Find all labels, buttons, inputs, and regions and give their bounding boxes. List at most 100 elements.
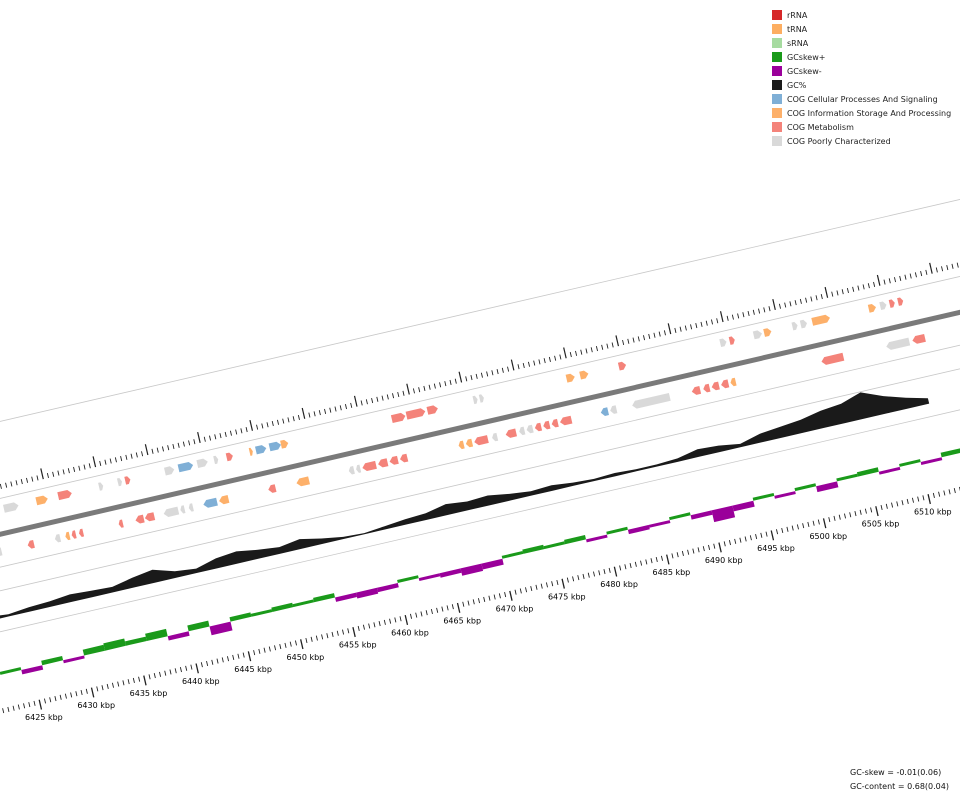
scale-tick (770, 530, 775, 541)
outer-ruler-tick (888, 278, 891, 284)
outer-ruler-tick (177, 442, 180, 448)
scale-tick (708, 544, 711, 550)
forward-gene-arrow (124, 476, 131, 485)
scale-tick (864, 508, 867, 514)
scale-tick (472, 599, 475, 605)
forward-gene-arrow (728, 336, 735, 345)
scale-tick (634, 561, 637, 567)
outer-ruler-tick (784, 302, 787, 308)
scale-tick (922, 495, 925, 501)
outer-ruler-tick (266, 422, 269, 428)
outer-ruler-tick (548, 356, 551, 362)
scale-tick (718, 542, 722, 553)
scale-tick (870, 507, 873, 513)
forward-gene-arrow (405, 408, 426, 420)
scale-tick (619, 565, 622, 571)
scale-tick (90, 687, 95, 698)
outer-ruler-tick (104, 459, 107, 465)
gc-skew-negative-bar (586, 534, 608, 543)
scale-tick (807, 521, 810, 527)
scale-tick (765, 531, 768, 537)
scale-tick (331, 631, 334, 638)
outer-ruler-tick (637, 336, 640, 342)
outer-ruler-tick (501, 367, 504, 373)
scale-tick (608, 567, 611, 573)
outer-ruler-tick (772, 299, 776, 311)
track-guide-line (0, 275, 960, 499)
reverse-gene-arrow (632, 393, 671, 409)
outer-ruler-tick (193, 439, 196, 445)
gc-skew-negative-bar (439, 568, 462, 578)
scale-tick (17, 704, 20, 710)
forward-gene-arrow (799, 319, 807, 329)
scale-tick (817, 519, 820, 525)
outer-ruler-tick (376, 396, 379, 402)
outer-ruler-tick (914, 272, 917, 278)
legend-item-gcskew-plus: GCskew+ (772, 50, 951, 64)
forward-gene-arrow (196, 458, 208, 468)
gc-skew-positive-bar (940, 448, 960, 458)
reverse-gene-arrow (551, 418, 559, 428)
scale-tick-label: 6510 kbp (914, 508, 952, 517)
scale-tick (263, 647, 266, 653)
reverse-gene-arrow (0, 547, 3, 556)
scale-tick (551, 581, 554, 587)
gc-skew-negative-bar (648, 520, 671, 528)
reverse-gene-arrow (474, 435, 489, 446)
forward-gene-arrow (164, 466, 175, 476)
scale-tick (399, 616, 402, 622)
reverse-gene-arrow (144, 512, 156, 522)
scale-tick (760, 532, 763, 538)
track-guide-line (0, 199, 960, 422)
gc-skew-positive-bar (397, 575, 419, 583)
outer-ruler-tick (240, 428, 243, 434)
scale-tick (728, 540, 731, 546)
outer-ruler-tick (161, 446, 164, 452)
outer-ruler-tick (507, 366, 510, 372)
scale-tick (530, 585, 533, 592)
scale-tick (190, 664, 193, 670)
scale-tick (561, 578, 565, 589)
outer-ruler-tick (632, 337, 635, 343)
scale-tick (289, 641, 292, 647)
reverse-gene-arrow (465, 438, 474, 448)
scale-tick (211, 659, 214, 665)
scale-tick (545, 582, 548, 588)
gc-skew-positive-bar (250, 609, 273, 617)
outer-ruler-tick (350, 402, 353, 408)
outer-ruler-tick (716, 318, 719, 324)
legend-item-gc-percent: GC% (772, 78, 951, 92)
gc-skew-positive-bar (501, 551, 524, 559)
reverse-gene-arrow (821, 352, 845, 365)
outer-ruler-tick (527, 361, 530, 367)
outer-ruler-tick (301, 407, 306, 419)
outer-ruler-tick (324, 408, 327, 414)
scale-tick (441, 606, 444, 612)
scale-tick (629, 563, 632, 569)
outer-ruler-tick (313, 411, 316, 417)
scale-tick (676, 552, 679, 558)
scale-tick (859, 509, 862, 515)
outer-ruler-tick (318, 410, 321, 416)
scale-tick (436, 607, 439, 613)
outer-ruler-tick (737, 313, 740, 319)
legend-item-cog-metabolism: COG Metabolism (772, 120, 951, 134)
legend-label: COG Poorly Characterized (787, 136, 891, 146)
scale-tick (206, 660, 209, 667)
reverse-gene-arrow (691, 386, 702, 395)
scale-tick (812, 520, 815, 526)
outer-ruler-tick (667, 323, 672, 335)
scale-tick (456, 602, 461, 613)
scale-tick (2, 708, 5, 714)
scale-tick (284, 642, 287, 648)
scale-tick (127, 679, 130, 685)
outer-ruler-tick (282, 418, 285, 424)
scale-tick (535, 584, 538, 590)
kbp-scale: 6425 kbp 6430 kbp 6435 kbp 6440 kbp 6445 kbp… (2, 486, 960, 722)
scale-tick-label: 6470 kbp (496, 604, 534, 613)
outer-ruler-tick (167, 445, 170, 451)
scale-tick (96, 686, 99, 692)
forward-gene-arrow (879, 301, 887, 310)
outer-ruler-tick (852, 286, 855, 292)
gc-skew-track (0, 448, 960, 675)
